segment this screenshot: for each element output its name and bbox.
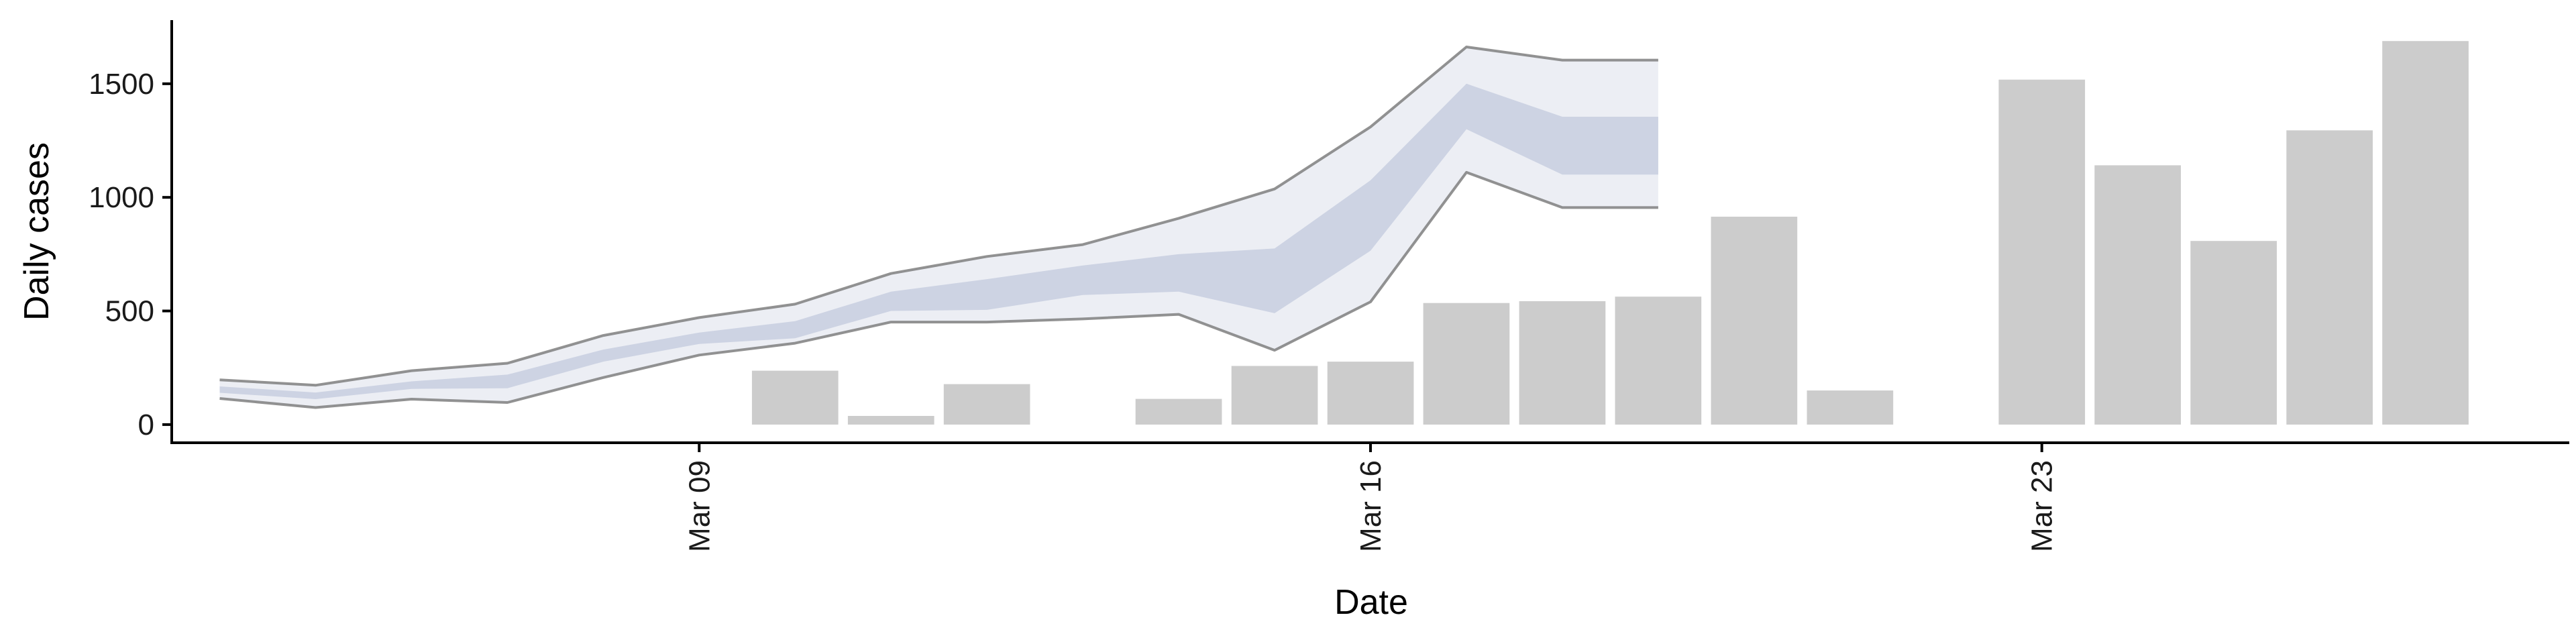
y-axis-title: Daily cases (17, 142, 56, 321)
x-axis-ticks: Mar 09 Mar 16 Mar 23 (683, 443, 2059, 552)
observed-bar (2382, 41, 2469, 425)
x-tick-label: Mar 23 (2026, 460, 2059, 552)
x-axis-title: Date (1334, 583, 1408, 622)
observed-bar (943, 384, 1030, 425)
y-tick-label: 1500 (89, 68, 154, 101)
observed-bar (1519, 301, 1606, 425)
observed-bar (847, 416, 934, 425)
y-tick-label: 1000 (89, 181, 154, 214)
observed-bar (751, 370, 839, 425)
observed-bar (1423, 303, 1510, 425)
observed-bar (1327, 362, 1414, 425)
observed-bar (1135, 398, 1222, 425)
x-tick-label: Mar 09 (683, 460, 716, 552)
observed-bar (1807, 390, 1894, 425)
observed-bar (2094, 165, 2181, 425)
observed-bar (1998, 79, 2086, 425)
observed-bars (751, 41, 2469, 425)
y-axis-ticks: 0 500 1000 1500 (89, 68, 172, 441)
observed-bar (1711, 217, 1798, 425)
x-tick-label: Mar 16 (1354, 460, 1387, 552)
observed-bar (2286, 130, 2373, 425)
outer-upper-line (219, 46, 1658, 387)
outer-lower-line (219, 170, 1658, 409)
inner-interval-band (219, 83, 1658, 400)
estimate-bands (219, 46, 1658, 409)
y-tick-label: 0 (138, 409, 154, 441)
observed-bar (1231, 366, 1318, 425)
observed-bar (1615, 297, 1702, 425)
outer-interval-band (219, 47, 1658, 408)
y-tick-label: 500 (105, 295, 154, 328)
observed-bar (2190, 241, 2277, 425)
